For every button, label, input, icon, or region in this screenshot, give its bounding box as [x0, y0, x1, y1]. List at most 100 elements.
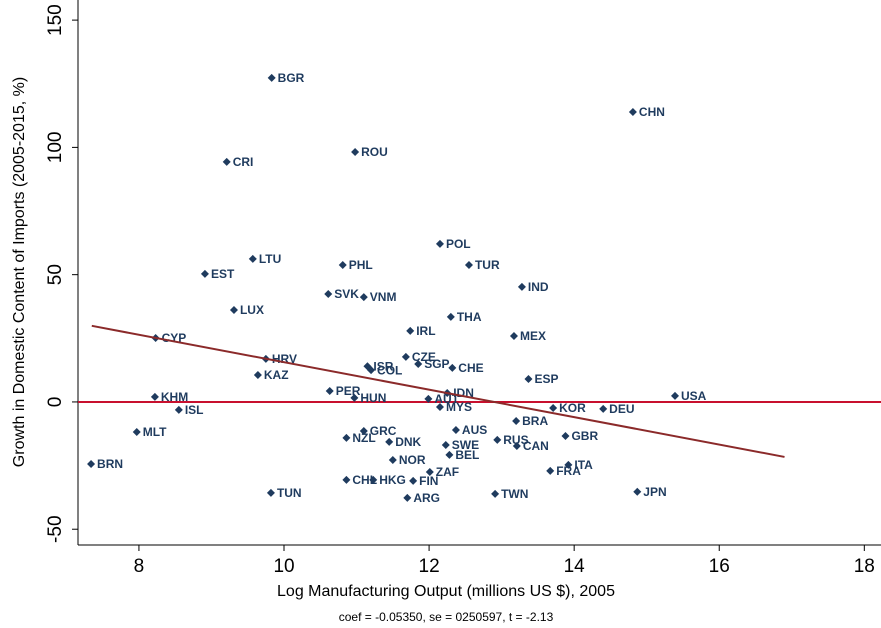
point-label: KOR [559, 401, 586, 415]
point-label: MYS [446, 400, 472, 414]
point [493, 435, 502, 444]
point-label: ISL [185, 403, 204, 417]
point-label: ARG [413, 491, 440, 505]
point [229, 306, 238, 315]
point [385, 437, 394, 446]
point-label: GRC [370, 424, 397, 438]
point [150, 392, 159, 401]
footnote: coef = -0.05350, se = 0250597, t = -2.13 [339, 610, 554, 624]
point [546, 466, 555, 475]
point-label: FIN [419, 474, 438, 488]
point [248, 254, 257, 263]
point [435, 403, 444, 412]
point-label: ROU [361, 145, 388, 159]
point [464, 260, 473, 269]
point [388, 455, 397, 464]
point [448, 363, 457, 372]
point [633, 487, 642, 496]
point [599, 404, 608, 413]
point-label: ZAF [436, 465, 459, 479]
point-label: BRA [522, 414, 548, 428]
point [359, 426, 368, 435]
point-label: MLT [143, 425, 167, 439]
point-label: PHL [349, 258, 373, 272]
point-label: AUS [462, 423, 487, 437]
point-label: BGR [278, 71, 305, 85]
y-tick-label: -50 [45, 515, 66, 542]
point [561, 432, 570, 441]
point [222, 157, 231, 166]
point-label: TWN [501, 487, 528, 501]
point [424, 394, 433, 403]
point [414, 360, 423, 369]
point-label: MEX [520, 329, 546, 343]
point-label: KAZ [264, 368, 289, 382]
point [367, 366, 376, 375]
point-label: IND [528, 280, 549, 294]
y-tick-label: 50 [45, 264, 66, 285]
point [359, 293, 368, 302]
point [342, 475, 351, 484]
point [435, 239, 444, 248]
point-label: PER [336, 384, 361, 398]
x-tick-label: 10 [273, 556, 294, 577]
point-label: DNK [395, 435, 421, 449]
point [266, 488, 275, 497]
point [409, 476, 418, 485]
point [491, 489, 500, 498]
point-label: USA [681, 389, 707, 403]
point [325, 386, 334, 395]
point-label: LUX [240, 303, 264, 317]
point [509, 332, 518, 341]
point [87, 460, 96, 469]
point [549, 404, 558, 413]
point-label: POL [446, 237, 471, 251]
point [338, 260, 347, 269]
point [369, 475, 378, 484]
point-label: VNM [370, 290, 397, 304]
point [564, 460, 573, 469]
point [174, 405, 183, 414]
point-label: THA [457, 310, 482, 324]
x-tick-label: 16 [709, 556, 730, 577]
point-label: CHE [458, 361, 483, 375]
point [670, 391, 679, 400]
point [406, 326, 415, 335]
point [324, 290, 333, 299]
point [446, 312, 455, 321]
point-label: EST [211, 267, 235, 281]
x-tick-label: 14 [564, 556, 586, 577]
point [403, 493, 412, 502]
point-label: BRN [97, 457, 123, 471]
point-label: COL [377, 363, 402, 377]
point-label: IRL [416, 324, 435, 338]
point-label: NZL [352, 431, 375, 445]
point [253, 370, 262, 379]
point [401, 352, 410, 361]
point-label: SGP [424, 357, 449, 371]
y-tick-label: 150 [45, 4, 66, 36]
point-label: GBR [571, 429, 598, 443]
point [445, 450, 454, 459]
point-label: CHN [639, 105, 665, 119]
point [351, 147, 360, 156]
point [517, 282, 526, 291]
point-label: CRI [233, 155, 254, 169]
point [628, 108, 637, 117]
y-tick-label: 0 [45, 397, 66, 408]
point-label: ESP [534, 372, 558, 386]
point-label: ITA [574, 458, 593, 472]
point-label: SWE [452, 438, 479, 452]
y-axis-label: Growth in Domestic Content of Imports (2… [11, 77, 28, 467]
point-label: KHM [161, 390, 188, 404]
point-label: HUN [360, 391, 386, 405]
point-label: SVK [334, 287, 359, 301]
x-tick-label: 8 [134, 556, 145, 577]
point-label: JPN [643, 485, 666, 499]
point-label: AUT [434, 392, 459, 406]
point [512, 417, 521, 426]
point-label: RUS [503, 433, 528, 447]
point [441, 440, 450, 449]
